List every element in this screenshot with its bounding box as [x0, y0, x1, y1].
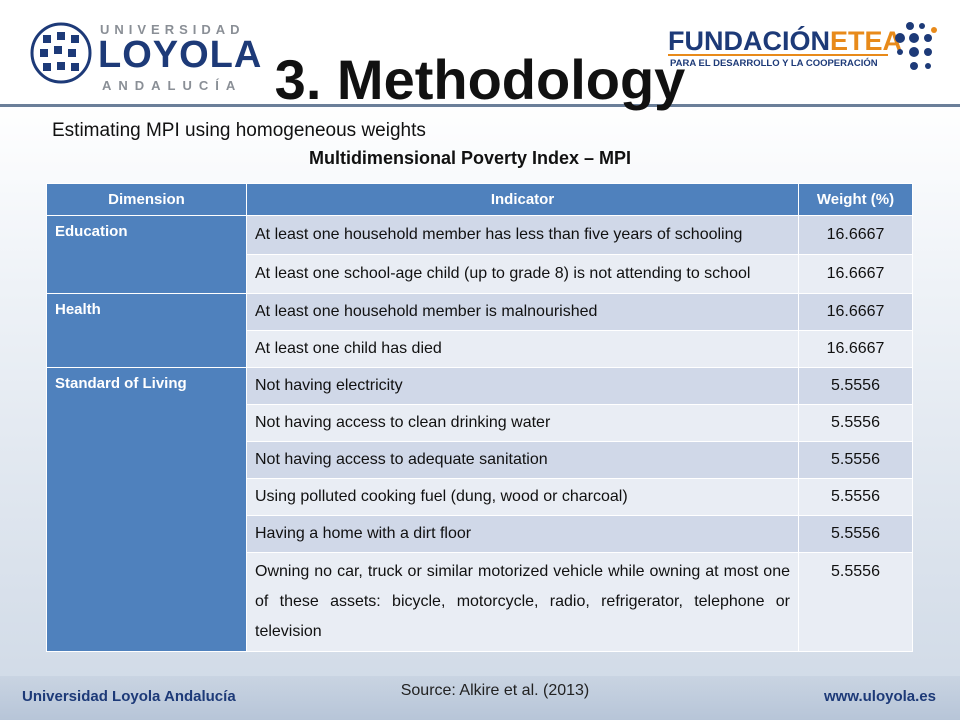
weight-cell: 5.5556 [798, 552, 913, 652]
footer-university-name: Universidad Loyola Andalucía [22, 688, 236, 705]
indicator-cell: At least one child has died [246, 330, 799, 368]
slide-title: 3. Methodology [274, 48, 686, 111]
table-row: Using polluted cooking fuel (dung, wood … [47, 478, 913, 516]
dimension-cell: Standard of Living [46, 367, 247, 652]
column-header-dimension: Dimension [46, 183, 247, 216]
mpi-table: Dimension Indicator Weight (%) Education… [46, 183, 913, 652]
header-band [0, 0, 960, 106]
indicator-cell: At least one household member is malnour… [246, 293, 799, 331]
globe-icon [30, 22, 92, 84]
indicator-cell: Not having access to clean drinking wate… [246, 404, 799, 442]
weight-cell: 5.5556 [798, 478, 913, 516]
weight-cell: 5.5556 [798, 515, 913, 553]
dimension-cell: Education [46, 215, 247, 294]
weight-cell: 5.5556 [798, 367, 913, 405]
table-row: Not having access to clean drinking wate… [47, 404, 913, 442]
loyola-logo: UNIVERSIDAD LOYOLA ANDALUCÍA [30, 16, 263, 96]
footer-band [0, 676, 960, 720]
loyola-logo-line3: ANDALUCÍA [102, 78, 243, 93]
indicator-cell: At least one household member has less t… [246, 215, 799, 255]
indicator-cell: Owning no car, truck or similar motorize… [246, 552, 799, 652]
weight-cell: 16.6667 [798, 330, 913, 368]
table-caption: Multidimensional Poverty Index – MPI [308, 148, 632, 168]
column-header-indicator: Indicator [246, 183, 799, 216]
indicator-cell: Using polluted cooking fuel (dung, wood … [246, 478, 799, 516]
weight-cell: 5.5556 [798, 441, 913, 479]
header-divider [0, 104, 960, 107]
etea-logo-name: FUNDACIÓNETEA [668, 26, 902, 57]
indicator-cell: Having a home with a dirt floor [246, 515, 799, 553]
table-row: Not having access to adequate sanitation… [47, 441, 913, 479]
table-row: Owning no car, truck or similar motorize… [47, 552, 913, 652]
etea-logo-rule [668, 54, 888, 56]
etea-logo-name-accent: ETEA [830, 26, 903, 56]
dimension-cell: Health [46, 293, 247, 368]
slide-subtitle: Estimating MPI using homogeneous weights [52, 120, 426, 141]
etea-logo-tagline: PARA EL DESARROLLO Y LA COOPERACIÓN [670, 58, 878, 69]
weight-cell: 16.6667 [798, 254, 913, 294]
table-header-row: Dimension Indicator Weight (%) [46, 183, 913, 216]
table-row: At least one child has died 16.6667 [47, 330, 913, 368]
indicator-cell: Not having electricity [246, 367, 799, 405]
table-row: Health At least one household member is … [46, 293, 913, 368]
column-header-weight: Weight (%) [798, 183, 913, 216]
table-row: Education At least one household member … [46, 215, 913, 294]
loyola-logo-line1: UNIVERSIDAD [100, 22, 245, 37]
etea-dots-icon [895, 22, 937, 70]
indicator-cell: At least one school-age child (up to gra… [246, 254, 799, 294]
indicator-cell: Not having access to adequate sanitation [246, 441, 799, 479]
footer-website-link[interactable]: www.uloyola.es [824, 688, 936, 705]
table-row: At least one school-age child (up to gra… [47, 254, 913, 294]
source-note: Source: Alkire et al. (2013) [400, 682, 590, 699]
weight-cell: 5.5556 [798, 404, 913, 442]
etea-logo: FUNDACIÓNETEA PARA EL DESARROLLO Y LA CO… [668, 18, 938, 98]
table-row: Standard of Living Not having electricit… [46, 367, 913, 652]
table-row: Having a home with a dirt floor 5.5556 [47, 515, 913, 553]
weight-cell: 16.6667 [798, 215, 913, 255]
weight-cell: 16.6667 [798, 293, 913, 331]
etea-logo-name-main: FUNDACIÓN [668, 26, 830, 56]
loyola-logo-line2: LOYOLA [98, 34, 263, 76]
